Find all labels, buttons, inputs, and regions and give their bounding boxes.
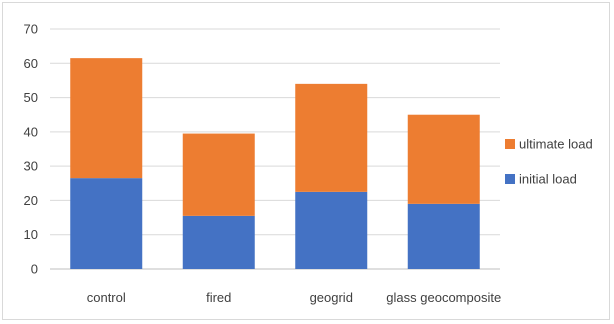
y-tick-label: 0 (31, 262, 38, 277)
legend-label-ultimate-load: ultimate load (519, 137, 593, 152)
x-tick-label: control (87, 290, 126, 305)
y-tick-label: 10 (24, 227, 38, 242)
y-tick-label: 60 (24, 56, 38, 71)
y-tick-label: 40 (24, 124, 38, 139)
x-axis-tick-labels: control fired geogrid glass geocomposite (87, 290, 501, 305)
y-tick-label: 70 (24, 22, 38, 37)
bar-initial-load (407, 203, 480, 269)
y-tick-label: 50 (24, 90, 38, 105)
y-axis-tick-labels: 0 10 20 30 40 50 60 70 (24, 22, 38, 277)
legend: ultimate load initial load (505, 137, 593, 187)
bar-initial-load (70, 178, 143, 269)
legend-swatch-initial-load (505, 174, 515, 184)
x-tick-label: geogrid (310, 290, 353, 305)
x-tick-label: glass geocomposite (386, 290, 501, 305)
legend-swatch-ultimate-load (505, 139, 515, 149)
bar-ultimate-load (182, 133, 255, 216)
bars (70, 58, 480, 269)
bar-ultimate-load (295, 83, 368, 192)
bar-initial-load (295, 191, 368, 269)
bar-ultimate-load (407, 114, 480, 204)
bar-initial-load (182, 215, 255, 269)
bar-ultimate-load (70, 58, 143, 179)
y-tick-label: 20 (24, 193, 38, 208)
y-tick-label: 30 (24, 159, 38, 174)
legend-label-initial-load: initial load (519, 172, 577, 187)
x-tick-label: fired (206, 290, 231, 305)
